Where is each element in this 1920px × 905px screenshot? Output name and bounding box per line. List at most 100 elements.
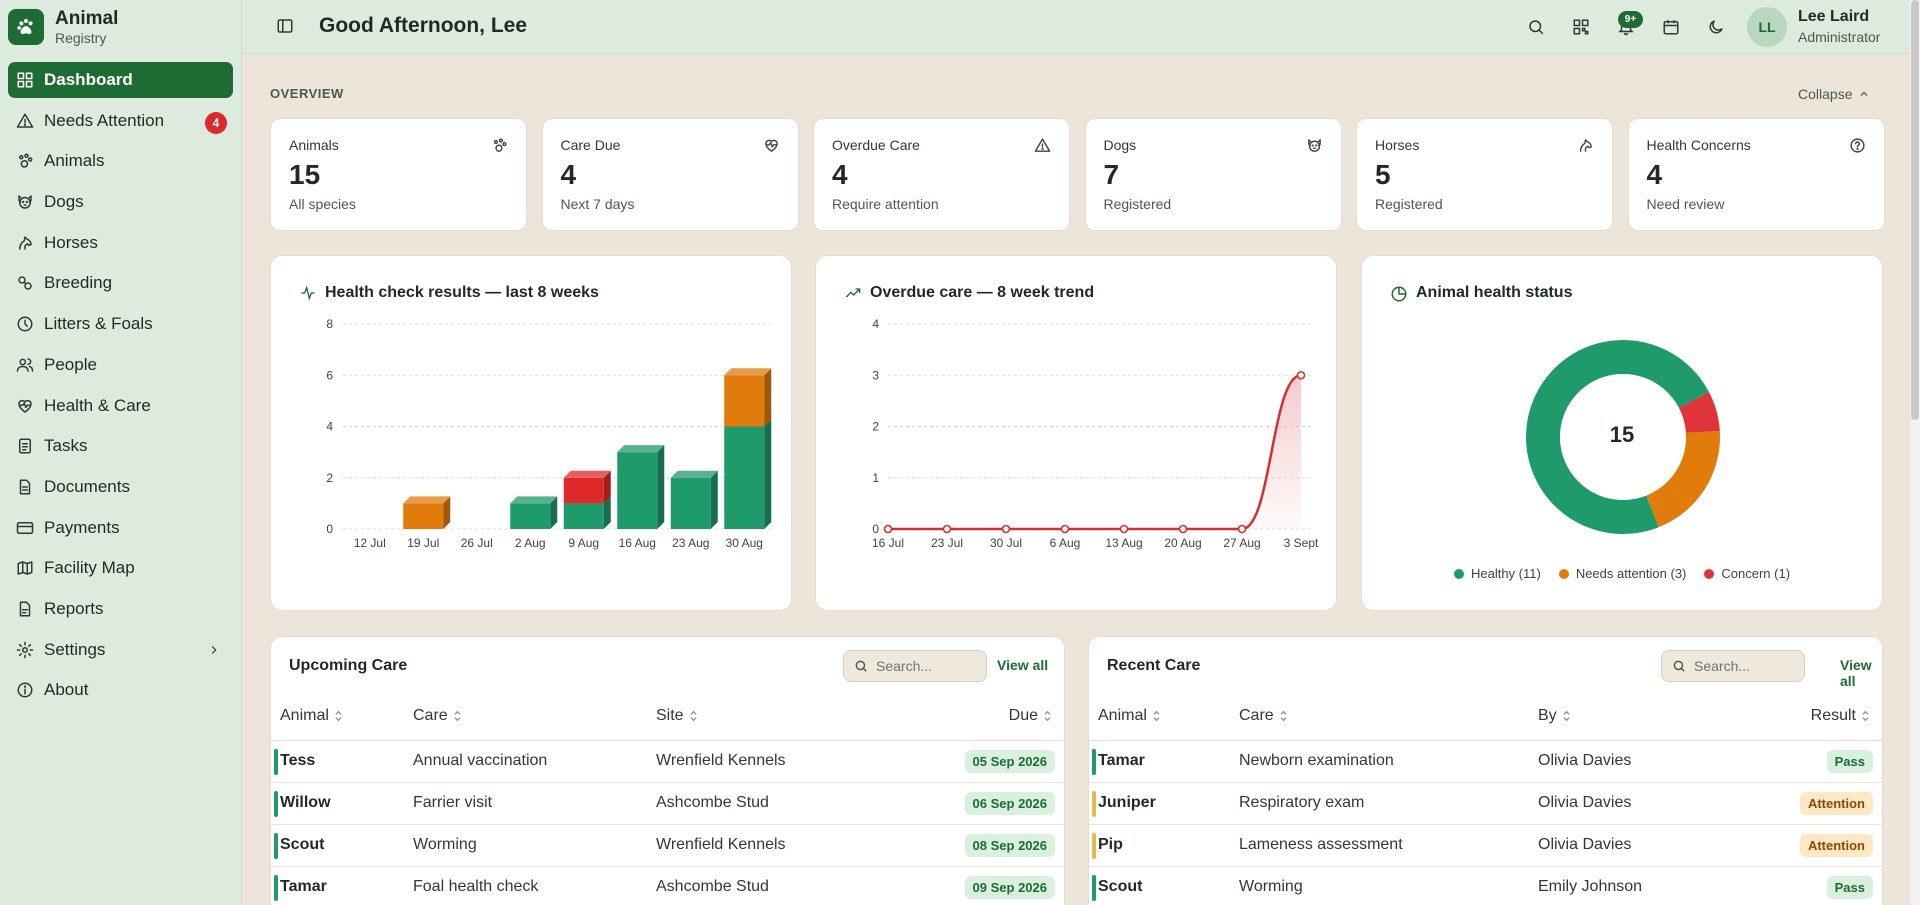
care-type: Foal health check bbox=[413, 878, 539, 895]
legend-item[interactable]: Concern (1) bbox=[1704, 566, 1790, 581]
sidebar-item-settings[interactable]: Settings bbox=[8, 632, 233, 668]
table-row[interactable]: Scout Worming Wrenfield Kennels 08 Sep 2026 bbox=[271, 825, 1064, 867]
page-scrollbar[interactable] bbox=[1910, 0, 1920, 905]
donut-slice-healthy[interactable] bbox=[1526, 339, 1709, 534]
upcoming-search[interactable] bbox=[843, 650, 987, 682]
line-point[interactable] bbox=[942, 524, 952, 534]
recent-care-title: Recent Care bbox=[1107, 657, 1201, 674]
column-header-by[interactable]: By bbox=[1538, 707, 1571, 725]
table-row[interactable]: Tamar Newborn examination Olivia Davies Pas… bbox=[1089, 741, 1882, 783]
search-icon[interactable] bbox=[1526, 17, 1546, 37]
sidebar-item-horses[interactable]: Horses bbox=[8, 225, 233, 261]
stat-card-care-due[interactable]: Care Due 4 Next 7 days bbox=[541, 118, 799, 231]
report-icon bbox=[16, 600, 34, 618]
table-row[interactable]: Juniper Respiratory exam Olivia Davies Atte… bbox=[1089, 783, 1882, 825]
animal-name[interactable]: Pip bbox=[1098, 836, 1123, 853]
care-type: Worming bbox=[413, 836, 477, 853]
upcoming-view-all-link[interactable]: View all bbox=[997, 657, 1049, 673]
sidebar-item-health-and-care[interactable]: Health & Care bbox=[8, 388, 233, 424]
result-badge: Attention bbox=[1799, 834, 1873, 857]
column-header-care[interactable]: Care bbox=[413, 707, 462, 725]
sidebar-item-dogs[interactable]: Dogs bbox=[8, 184, 233, 220]
needs-attention-badge: 4 bbox=[205, 111, 227, 134]
avatar[interactable]: LL bbox=[1747, 7, 1787, 47]
column-header-site[interactable]: Site bbox=[656, 707, 698, 725]
sidebar-item-reports[interactable]: Reports bbox=[8, 591, 233, 627]
animal-name[interactable]: Tamar bbox=[1098, 752, 1145, 769]
bar-segment[interactable] bbox=[724, 368, 772, 427]
donut-chart bbox=[1526, 339, 1720, 534]
line-point[interactable] bbox=[1237, 524, 1247, 534]
stat-card-animals[interactable]: Animals 15 All species bbox=[270, 118, 527, 231]
stat-card-overdue-care[interactable]: Overdue Care 4 Require attention bbox=[813, 118, 1070, 231]
sidebar-item-breeding[interactable]: Breeding bbox=[8, 265, 233, 301]
sidebar-item-documents[interactable]: Documents bbox=[8, 469, 233, 505]
animal-name[interactable]: Juniper bbox=[1098, 794, 1156, 811]
stat-card-dogs[interactable]: Dogs 7 Registered bbox=[1084, 118, 1342, 231]
calendar-icon[interactable] bbox=[1661, 17, 1681, 37]
site: Ashcombe Stud bbox=[656, 794, 769, 811]
donut-slice-concern[interactable] bbox=[1678, 392, 1720, 434]
sidebar-item-litters-and-foals[interactable]: Litters & Foals bbox=[8, 306, 233, 342]
sidebar-item-payments[interactable]: Payments bbox=[8, 510, 233, 546]
bar-segment[interactable] bbox=[724, 419, 772, 530]
sidebar-item-animals[interactable]: Animals bbox=[8, 143, 233, 179]
line-point[interactable] bbox=[1060, 524, 1070, 534]
warning-icon bbox=[1034, 137, 1051, 159]
sort-icon bbox=[1862, 710, 1869, 722]
column-header-animal[interactable]: Animal bbox=[280, 707, 343, 725]
table-row[interactable]: Tamar Foal health check Ashcombe Stud 09 Se… bbox=[271, 867, 1064, 905]
animal-name[interactable]: Tamar bbox=[280, 878, 327, 895]
line-point[interactable] bbox=[1001, 524, 1011, 534]
table-row[interactable]: Pip Lameness assessment Olivia Davies Atten… bbox=[1089, 825, 1882, 867]
sidebar-item-about[interactable]: About bbox=[8, 672, 233, 708]
animal-name[interactable]: Tess bbox=[280, 752, 316, 769]
sidebar-item-tasks[interactable]: Tasks bbox=[8, 428, 233, 464]
qr-code-icon[interactable] bbox=[1571, 17, 1591, 37]
line-point[interactable] bbox=[883, 524, 893, 534]
bar-segment[interactable] bbox=[617, 445, 665, 529]
table-row[interactable]: Scout Worming Emily Johnson Pass bbox=[1089, 867, 1882, 905]
recent-search[interactable] bbox=[1661, 650, 1805, 682]
scrollbar-thumb[interactable] bbox=[1911, 0, 1919, 420]
column-header-care[interactable]: Care bbox=[1239, 707, 1288, 725]
legend-item[interactable]: Healthy (11) bbox=[1453, 566, 1541, 581]
sidebar-item-needs-attention[interactable]: Needs Attention 4 bbox=[8, 103, 233, 139]
stat-value: 15 bbox=[289, 159, 321, 190]
column-header-due[interactable]: Due bbox=[1009, 707, 1052, 725]
animal-name[interactable]: Scout bbox=[280, 836, 325, 853]
page-greeting: Good Afternoon, Lee bbox=[319, 14, 528, 37]
bar-segment[interactable] bbox=[670, 470, 718, 529]
moon-icon[interactable] bbox=[1706, 17, 1726, 37]
line-point[interactable] bbox=[1296, 370, 1306, 380]
brand[interactable]: Animal Registry bbox=[0, 0, 241, 54]
animal-name[interactable]: Scout bbox=[1098, 878, 1143, 895]
y-tick-label: 2 bbox=[326, 471, 333, 485]
column-header-animal[interactable]: Animal bbox=[1098, 707, 1161, 725]
bar-segment[interactable] bbox=[403, 496, 451, 529]
sidebar-item-people[interactable]: People bbox=[8, 347, 233, 383]
recent-view-all-link[interactable]: View all bbox=[1840, 657, 1872, 689]
sidebar-item-label: Documents bbox=[44, 476, 130, 496]
column-header-result[interactable]: Result bbox=[1811, 707, 1870, 725]
donut-slice-needs-attention[interactable] bbox=[1646, 430, 1720, 528]
bar-segment[interactable] bbox=[563, 470, 611, 504]
sidebar-toggle-icon[interactable] bbox=[276, 17, 294, 40]
table-row[interactable]: Willow Farrier visit Ashcombe Stud 06 Sep 2… bbox=[271, 783, 1064, 825]
table-row[interactable]: Tess Annual vaccination Wrenfield Kennels 0… bbox=[271, 741, 1064, 783]
result-badge: Attention bbox=[1799, 792, 1873, 815]
bar-segment[interactable] bbox=[510, 496, 558, 529]
stat-card-horses[interactable]: Horses 5 Registered bbox=[1356, 118, 1613, 231]
recent-search-input[interactable] bbox=[1694, 658, 1794, 674]
stat-card-health-concerns[interactable]: Health Concerns 4 Need review bbox=[1627, 118, 1885, 231]
sidebar-item-dashboard[interactable]: Dashboard bbox=[8, 62, 233, 98]
line-point[interactable] bbox=[1119, 524, 1129, 534]
line-point[interactable] bbox=[1178, 524, 1188, 534]
row-status-bar bbox=[274, 749, 278, 775]
stat-value: 4 bbox=[1646, 159, 1663, 190]
legend-item[interactable]: Needs attention (3) bbox=[1558, 566, 1686, 581]
sidebar-item-facility-map[interactable]: Facility Map bbox=[8, 550, 233, 586]
collapse-button[interactable]: Collapse bbox=[1798, 86, 1870, 102]
upcoming-search-input[interactable] bbox=[876, 658, 976, 674]
animal-name[interactable]: Willow bbox=[280, 794, 331, 811]
